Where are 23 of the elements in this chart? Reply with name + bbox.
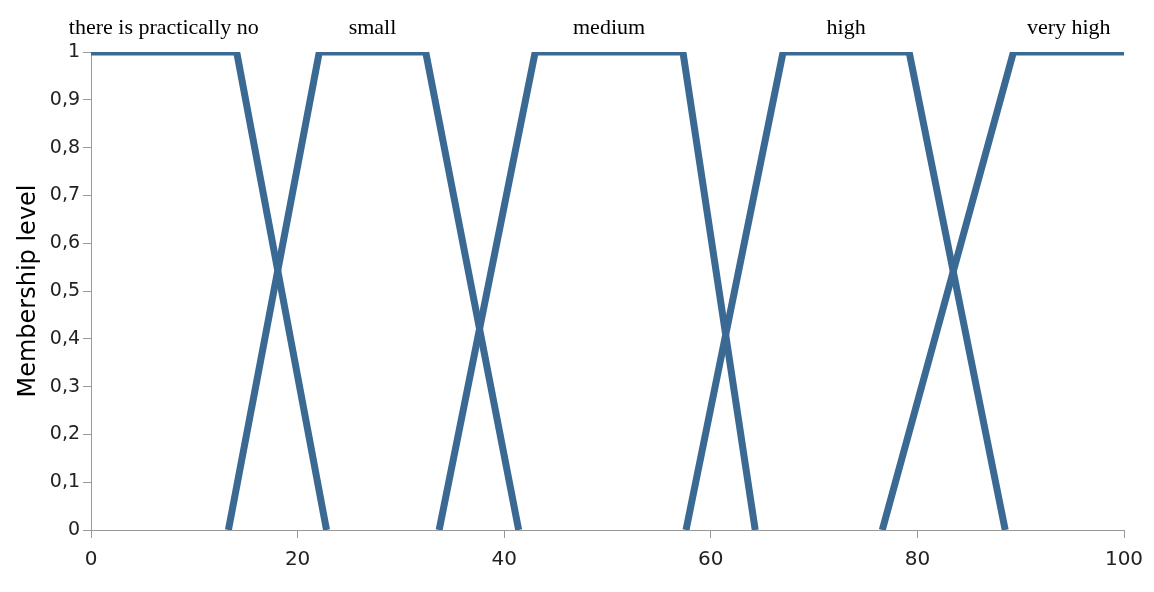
y-tick-label: 0,6 bbox=[49, 230, 81, 253]
y-tick-label: 0,3 bbox=[49, 373, 81, 396]
series-label: high bbox=[826, 13, 866, 39]
x-tick-label: 80 bbox=[904, 546, 931, 571]
x-tick-label: 40 bbox=[491, 546, 517, 571]
x-tick-label: 20 bbox=[284, 546, 311, 571]
y-tick-label: 1 bbox=[67, 38, 81, 61]
y-tick-label: 0,4 bbox=[49, 325, 81, 348]
series-label: there is practically no bbox=[68, 13, 259, 39]
series-label: small bbox=[348, 13, 397, 39]
y-tick-label: 0,2 bbox=[49, 421, 81, 444]
y-tick-label: 0,7 bbox=[49, 182, 81, 205]
x-tick-label: 0 bbox=[84, 546, 98, 571]
x-tick-label: 100 bbox=[1104, 546, 1144, 571]
y-tick-label: 0 bbox=[67, 516, 81, 539]
y-tick-label: 0,5 bbox=[49, 277, 81, 300]
series-label: medium bbox=[573, 13, 646, 39]
y-tick-label: 0,8 bbox=[49, 134, 81, 157]
y-tick-label: 0,9 bbox=[49, 86, 81, 109]
y-axis-title: Membership level bbox=[12, 184, 41, 398]
x-tick-label: 60 bbox=[698, 546, 724, 571]
y-tick-label: 0,1 bbox=[49, 469, 81, 492]
series-label: very high bbox=[1026, 13, 1111, 39]
